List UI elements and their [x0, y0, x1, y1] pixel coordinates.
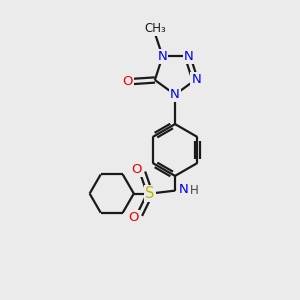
Text: N: N	[191, 74, 201, 86]
Text: N: N	[178, 183, 188, 196]
Text: O: O	[131, 163, 142, 176]
Text: S: S	[145, 186, 155, 201]
Text: N: N	[184, 50, 194, 63]
Text: O: O	[129, 211, 139, 224]
Text: O: O	[122, 75, 133, 88]
Text: H: H	[190, 184, 199, 196]
Text: CH₃: CH₃	[144, 22, 166, 35]
Text: N: N	[170, 88, 180, 101]
Text: N: N	[158, 50, 167, 63]
